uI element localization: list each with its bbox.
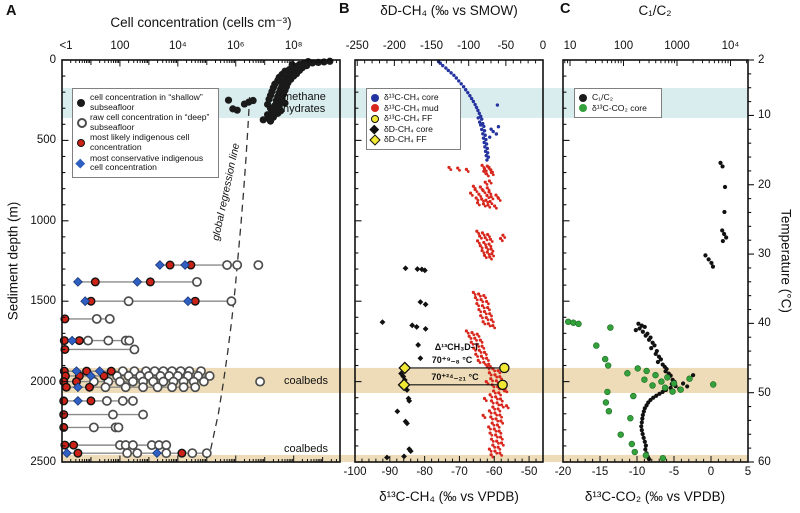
yellow-diamond-marker-icon: [369, 134, 381, 146]
legend-item-label: most conservative indigenous cell concen…: [90, 152, 204, 173]
legend-item: δ¹³C-CH₄ FF: [371, 114, 456, 124]
legend-item-label: raw cell concentration in “deep” subseaf…: [90, 112, 210, 132]
tick-label: 40: [758, 317, 771, 330]
legend-item-label: δ¹³C-CH₄ mud: [384, 102, 439, 113]
legend-item: δD-CH₄ FF: [369, 134, 456, 146]
tick-label: 2: [758, 54, 765, 66]
tick-label: -20: [554, 466, 572, 478]
annotation-temperature-1: 70⁺⁹₋₈ °C: [431, 355, 473, 365]
tick-label: 0: [707, 466, 715, 478]
legend-panel-c: C₁/C₂ δ¹³C-CO₂ core: [574, 88, 662, 119]
tick-label: -90: [381, 466, 399, 478]
tick-label: 60: [758, 456, 771, 468]
legend-item: most likely indigenous cell concentratio…: [77, 133, 214, 152]
tick-label: -10: [628, 466, 646, 478]
tick-label: 1000: [664, 40, 690, 52]
panel-letter-a: A: [6, 3, 17, 19]
tick-label: 100: [613, 40, 634, 52]
tick-label: 10: [563, 40, 577, 52]
legend-item-label: δ¹³C-CH₄ core: [384, 92, 439, 102]
tick-label: -70: [451, 466, 468, 478]
legend-item: δD-CH₄ core: [369, 123, 456, 135]
tick-label: -150: [420, 40, 444, 52]
black-diamond-marker-icon: [369, 124, 379, 135]
tick-label: 20: [758, 178, 771, 191]
annotation-clumped-isotope-title: Δ¹³CH₃D-T: [434, 342, 480, 352]
tick-label: -60: [485, 466, 503, 478]
axis-title-d13C-CO2: δ¹³C-CO₂ (‰ vs VPDB): [584, 489, 726, 504]
panel-letter-b: B: [339, 1, 350, 17]
legend-item-label: δ¹³C-CO₂ core: [592, 102, 647, 113]
tick-label: -15: [591, 466, 609, 478]
band-label-methane-line2: hydrates: [283, 102, 326, 115]
tick-label: 10⁴: [721, 40, 740, 52]
tick-label: 500: [36, 134, 56, 147]
legend-item: most conservative indigenous cell concen…: [75, 152, 214, 173]
yellow-circle-marker-icon: [371, 114, 379, 123]
black-circle-marker-icon: [579, 93, 587, 102]
legend-item-label: δD-CH₄ FF: [384, 134, 427, 145]
crimson-circle-marker-icon: [371, 104, 379, 113]
tick-label: -200: [382, 40, 406, 52]
tick-label: <1: [59, 40, 73, 52]
legend-item: δ¹³C-CO₂ core: [579, 102, 657, 114]
axis-title-cell-concentration: Cell concentration (cells cm⁻³): [110, 15, 292, 30]
open-circle-marker-icon: [77, 117, 87, 128]
axis-title-sediment-depth: Sediment depth (m): [5, 201, 21, 321]
green-circle-marker-icon: [579, 104, 587, 113]
red-circle-marker-icon: [77, 138, 85, 147]
annotation-temperature-2: 70⁺²⁴₋₂₁ °C: [431, 372, 479, 382]
panel-letter-c: C: [560, 1, 571, 17]
blue-circle-marker-icon: [371, 93, 379, 102]
tick-label: 0: [49, 54, 56, 66]
tick-label: 10⁸: [284, 40, 303, 52]
band-label-coalbeds-lower: coalbeds: [284, 443, 329, 455]
tick-label: 2000: [30, 375, 56, 388]
band-label-methane-hydrates: methane hydrates: [283, 91, 326, 115]
tick-label: 10: [758, 109, 771, 122]
band-label-coalbeds-upper: coalbeds: [284, 375, 329, 387]
legend-item: δ¹³C-CH₄ core: [371, 92, 456, 103]
legend-item-label: most likely indigenous cell concentratio…: [90, 132, 190, 152]
tick-label: 50: [758, 386, 771, 399]
legend-item: C₁/C₂: [579, 92, 657, 103]
legend-item: raw cell concentration in “deep” subseaf…: [77, 112, 214, 132]
tick-label: 30: [758, 248, 771, 261]
legend-item-label: δ¹³C-CH₄ FF: [384, 113, 433, 124]
tick-label: 5: [744, 466, 752, 478]
legend-panel-b: δ¹³C-CH₄ core δ¹³C-CH₄ mud δ¹³C-CH₄ FF δ…: [366, 88, 461, 150]
legend-item-label: C₁/C₂: [592, 92, 614, 102]
axis-title-dD-CH4: δD-CH₄ (‰ vs SMOW): [380, 3, 518, 18]
legend-item: cell concentration in “shallow” subseafl…: [77, 92, 214, 112]
filled-circle-marker-icon: [77, 98, 85, 107]
tick-label: -100: [457, 40, 481, 52]
tick-label: 1000: [30, 214, 56, 227]
blue-diamond-marker-icon: [75, 158, 85, 168]
tick-label: -100: [343, 466, 367, 478]
tick-label: 2500: [30, 456, 56, 468]
tick-label: 10⁴: [168, 40, 187, 52]
axis-title-d13C-CH4: δ¹³C-CH₄ (‰ vs VPDB): [379, 489, 519, 504]
tick-label: -5: [668, 466, 680, 478]
tick-label: 0: [539, 40, 547, 52]
axis-title-temperature: Temperature (°C): [778, 209, 794, 313]
tick-label: -50: [520, 466, 538, 478]
tick-label: -50: [497, 40, 515, 52]
axis-title-C1-C2: C₁/C₂: [638, 3, 672, 18]
tick-label: 1500: [30, 295, 56, 308]
tick-label: 100: [110, 40, 130, 52]
band-label-methane-line1: methane: [283, 91, 326, 103]
tick-label: -250: [345, 40, 369, 52]
tick-label: -80: [416, 466, 433, 478]
legend-item: δ¹³C-CH₄ mud: [371, 102, 456, 114]
legend-panel-a: cell concentration in “shallow” subseafl…: [72, 88, 219, 178]
tick-label: 10⁶: [226, 40, 245, 52]
legend-item-label: δD-CH₄ core: [384, 123, 433, 134]
legend-item-label: cell concentration in “shallow” subseafl…: [90, 92, 203, 112]
